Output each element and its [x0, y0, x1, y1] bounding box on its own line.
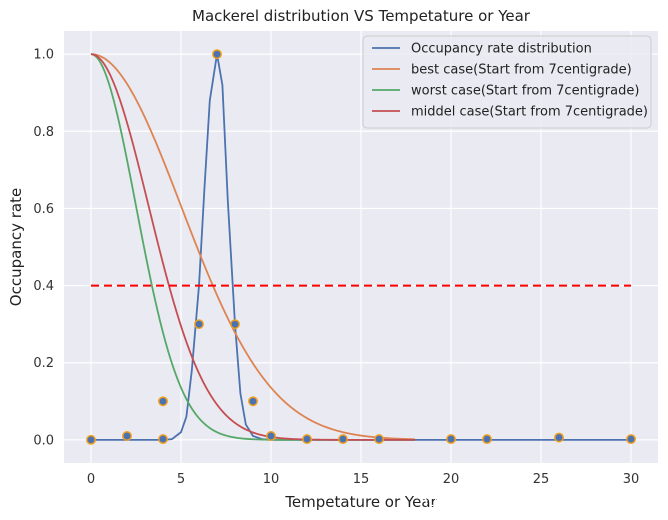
chart-title: Mackerel distribution VS Tempetature or … [192, 7, 531, 25]
x-axis-label: Tempetature or Year [284, 493, 437, 511]
data-point [446, 434, 456, 445]
x-tick-label: 10 [263, 472, 280, 487]
y-axis-label: Occupancy rate [7, 188, 25, 306]
watermark: https://blog.csdn.net/PRINCE2327 [419, 494, 656, 510]
data-point [338, 434, 348, 445]
legend-label-1: Occupancy rate distribution [411, 42, 592, 57]
legend-label-4: middel case(Start from 7centigrade) [411, 105, 648, 120]
data-point [554, 432, 564, 443]
y-tick-label: 0.2 [33, 356, 54, 371]
series-layer [90, 53, 631, 441]
series-line-2 [90, 53, 416, 441]
scatter-points [86, 49, 636, 445]
x-tick-label: 20 [443, 472, 460, 487]
legend-label-2: best case(Start from 7centigrade) [411, 63, 632, 78]
x-axis-ticks: 0 5 10 15 20 25 30 [87, 472, 639, 487]
series-line-4 [90, 53, 415, 441]
data-point [194, 319, 204, 330]
data-point [248, 396, 258, 407]
data-point [122, 431, 132, 441]
data-point [374, 434, 384, 445]
data-point [212, 49, 222, 60]
legend-label-3: worst case(Start from 7centigrade) [411, 84, 639, 99]
x-tick-label: 30 [623, 472, 640, 487]
data-point [86, 434, 96, 445]
y-axis-ticks: 0.0 0.2 0.4 0.6 0.8 1.0 [33, 48, 54, 449]
x-tick-label: 25 [533, 472, 550, 487]
data-point [158, 434, 168, 445]
series-line-1 [91, 53, 631, 441]
data-point [302, 434, 312, 445]
y-tick-label: 0.6 [33, 202, 54, 217]
data-point [158, 396, 168, 407]
data-point [626, 434, 636, 445]
x-tick-label: 0 [87, 472, 95, 487]
data-point [482, 434, 492, 445]
data-point [266, 431, 276, 441]
y-tick-label: 0.4 [33, 279, 54, 294]
y-tick-label: 1.0 [33, 48, 54, 63]
data-point [230, 319, 240, 330]
x-tick-label: 5 [177, 472, 185, 487]
legend: Occupancy rate distribution best case(Sta… [362, 35, 652, 129]
y-tick-label: 0.8 [33, 125, 54, 140]
x-tick-label: 15 [353, 472, 370, 487]
y-tick-label: 0.0 [33, 433, 54, 448]
legend-box [362, 35, 652, 129]
